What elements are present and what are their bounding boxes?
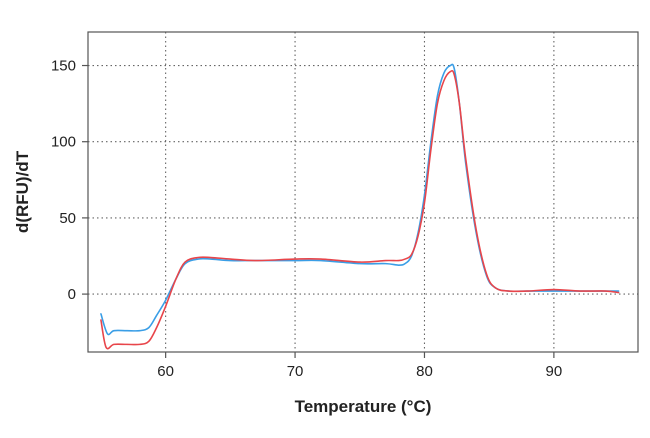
- series-line-1: [100, 69, 620, 350]
- x-tick-label-3: 90: [546, 363, 563, 380]
- axis-ticks: [82, 64, 555, 358]
- y-tick-label-1: 50: [59, 210, 76, 227]
- x-tick-labels: 60 70 80 90: [157, 363, 562, 380]
- plot-frame: [87, 31, 639, 353]
- x-axis-title: Temperature (°C): [295, 397, 432, 416]
- series-lines: [100, 63, 620, 350]
- y-tick-labels: 0 50 100 150: [51, 58, 76, 304]
- x-tick-label-0: 60: [157, 363, 174, 380]
- x-tick-label-1: 70: [287, 363, 304, 380]
- y-tick-label-2: 100: [51, 134, 76, 151]
- y-tick-label-3: 150: [51, 58, 76, 75]
- x-tick-label-2: 80: [416, 363, 433, 380]
- y-tick-label-0: 0: [68, 286, 76, 303]
- y-axis-title: d(RFU)/dT: [13, 150, 32, 233]
- grid-lines: [88, 32, 638, 352]
